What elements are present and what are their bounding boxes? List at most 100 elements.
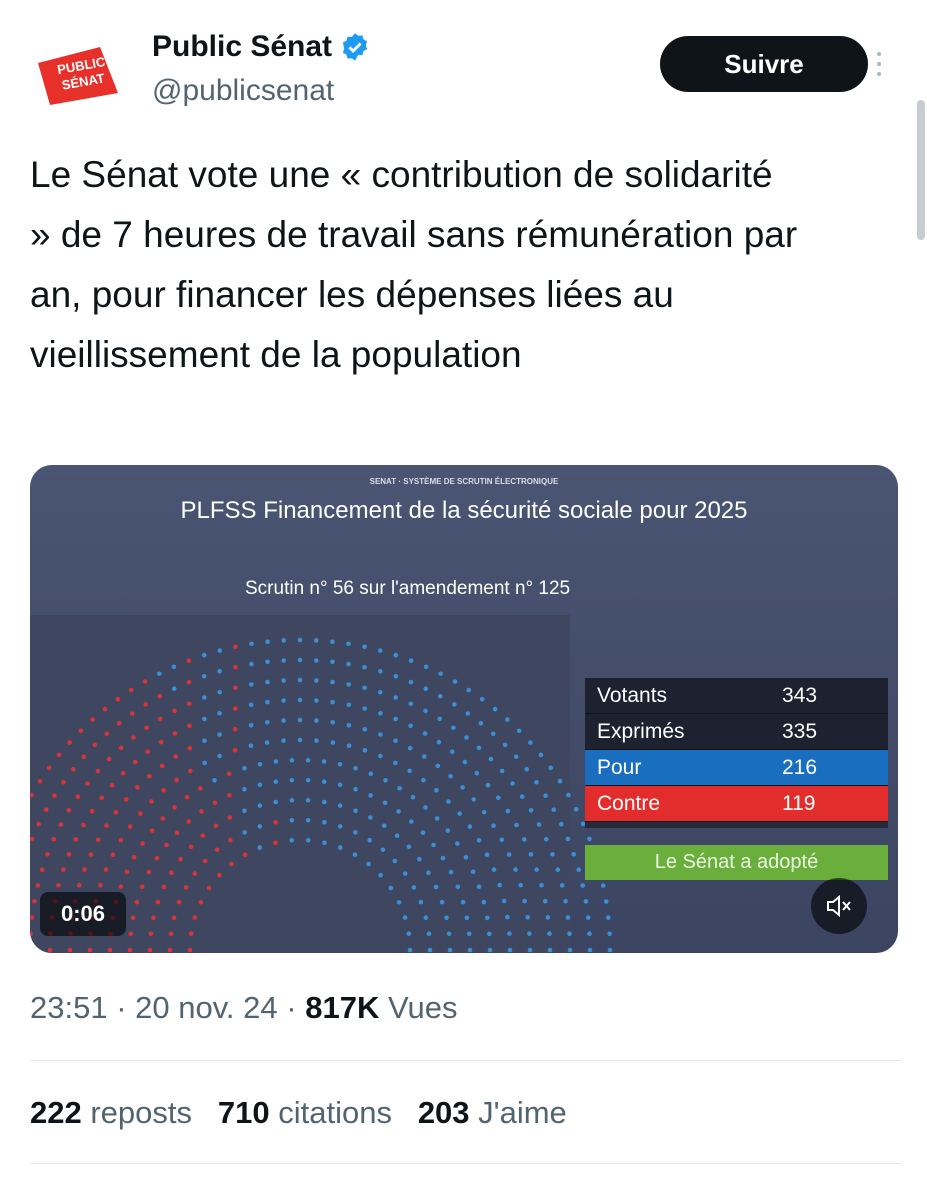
- seat: [448, 773, 453, 779]
- logo: PUBLIC SÉNAT: [38, 47, 118, 105]
- seat: [217, 753, 222, 759]
- seat: [439, 899, 445, 905]
- seat: [135, 785, 140, 790]
- seat: [516, 728, 522, 734]
- account-handle[interactable]: @publicsenat: [152, 74, 335, 107]
- seat: [346, 682, 352, 687]
- seat: [576, 867, 581, 872]
- seat: [61, 867, 66, 872]
- seat: [174, 777, 179, 783]
- seat: [140, 841, 145, 846]
- seat: [366, 861, 371, 867]
- seat: [383, 778, 388, 783]
- seat: [470, 869, 476, 874]
- seat: [353, 808, 358, 813]
- seat: [202, 716, 207, 722]
- seat: [217, 669, 222, 674]
- seat: [201, 674, 207, 679]
- seat: [423, 805, 428, 810]
- seat: [346, 661, 351, 667]
- seat: [128, 931, 134, 937]
- seat: [505, 717, 510, 722]
- seat: [534, 779, 539, 785]
- seat: [513, 754, 519, 760]
- seat: [192, 915, 198, 920]
- follow-button[interactable]: Suivre: [660, 36, 868, 92]
- seat: [565, 836, 571, 842]
- more-menu[interactable]: [872, 50, 886, 80]
- stat-label[interactable]: citations: [278, 1095, 392, 1130]
- seat: [393, 652, 399, 658]
- seat: [476, 745, 482, 751]
- seat: [297, 657, 303, 663]
- seat: [52, 793, 57, 798]
- seat: [120, 770, 126, 776]
- seat: [566, 792, 571, 798]
- outcome: Le Sénat a adopté: [585, 845, 888, 880]
- seat: [233, 644, 238, 650]
- seat: [213, 823, 219, 829]
- seat: [550, 852, 555, 857]
- seat: [583, 899, 589, 904]
- seat: [514, 822, 519, 828]
- seat: [227, 815, 232, 820]
- seat: [242, 808, 247, 813]
- seat: [491, 867, 497, 872]
- seat: [248, 702, 254, 708]
- seat: [484, 852, 490, 857]
- seat: [103, 867, 109, 872]
- seat: [378, 689, 383, 695]
- seat: [226, 771, 232, 776]
- seat: [448, 869, 454, 875]
- seat: [127, 947, 133, 953]
- seat: [487, 947, 493, 953]
- seat: [502, 742, 508, 748]
- seat: [265, 720, 270, 725]
- seat: [289, 757, 295, 763]
- seat: [281, 698, 286, 703]
- stat-label[interactable]: reposts: [90, 1095, 193, 1130]
- seat: [330, 659, 335, 665]
- seat: [406, 931, 412, 936]
- logo-text: SÉNAT: [61, 70, 106, 92]
- seat: [289, 777, 295, 783]
- video-header: SENAT · SYSTÈME DE SCRUTIN ÉLECTRONIQUE: [369, 477, 559, 486]
- seat: [423, 708, 428, 714]
- seat: [346, 723, 352, 728]
- video-title: PLFSS Financement de la sécurité sociale…: [180, 497, 748, 524]
- seat: [426, 931, 432, 936]
- date: 20 nov. 24: [135, 990, 278, 1025]
- seat: [417, 856, 422, 862]
- seat: [423, 686, 429, 691]
- seat: [248, 723, 254, 728]
- seat: [116, 721, 122, 726]
- seat: [228, 837, 233, 843]
- seat: [481, 899, 487, 905]
- seat: [257, 782, 263, 788]
- seat: [522, 898, 527, 904]
- seat: [434, 816, 440, 821]
- seat: [264, 740, 270, 745]
- seat: [378, 753, 383, 759]
- seat: [314, 658, 319, 663]
- video[interactable]: SENAT · SYSTÈME DE SCRUTIN ÉLECTRONIQUE …: [30, 465, 898, 953]
- seat: [186, 658, 192, 663]
- seat: [476, 884, 482, 889]
- seat: [297, 637, 303, 643]
- tweet-text: Le Sénat vote une « contribution de soli…: [30, 154, 798, 375]
- account-name[interactable]: Public Sénat: [152, 30, 333, 63]
- scrollbar[interactable]: [917, 100, 925, 240]
- seat: [518, 882, 523, 888]
- seat: [607, 931, 612, 937]
- verified-badge: [342, 33, 368, 61]
- mute-button[interactable]: [810, 877, 868, 935]
- seat: [92, 742, 98, 748]
- seat: [242, 766, 247, 771]
- seat: [466, 687, 472, 693]
- separator: ·: [116, 990, 127, 1025]
- seat: [32, 899, 37, 904]
- seat: [452, 679, 458, 684]
- seat: [440, 855, 446, 861]
- stat-label[interactable]: J'aime: [478, 1095, 567, 1130]
